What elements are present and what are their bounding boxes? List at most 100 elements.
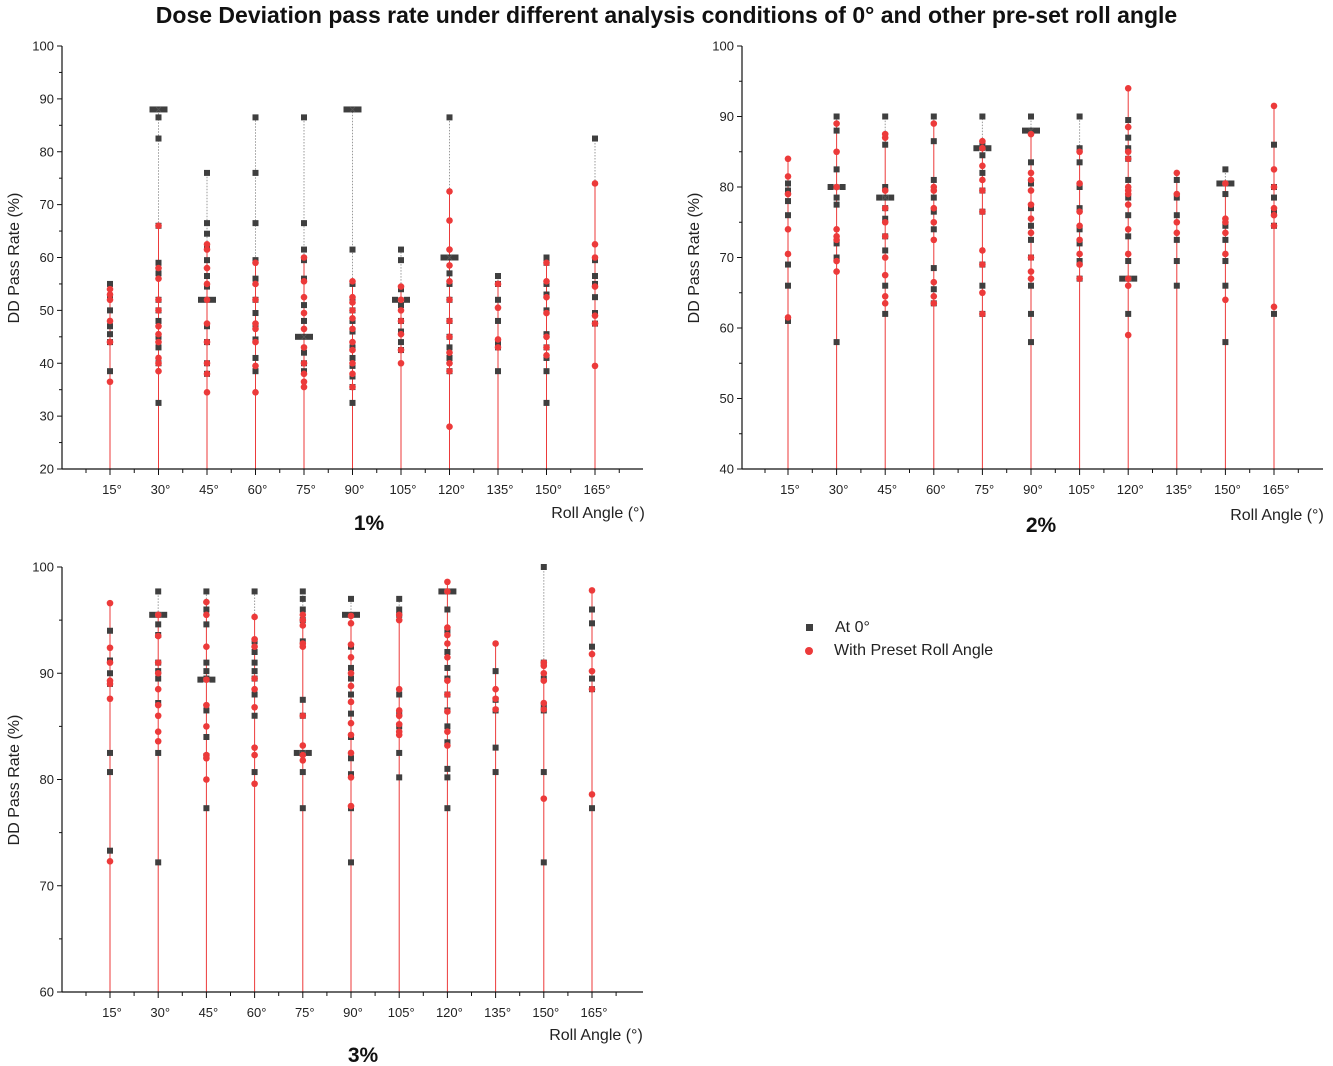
point-at0 [1125, 310, 1132, 317]
point-at0 [446, 270, 453, 277]
point-preset [446, 359, 453, 367]
point-preset [784, 155, 792, 163]
point-at0 [107, 847, 113, 854]
point-preset [833, 257, 840, 265]
point-at0 [252, 220, 259, 227]
point-preset [979, 162, 986, 170]
point-at0 [785, 317, 791, 324]
point-preset [347, 641, 355, 648]
x-tick-label: 150° [1214, 482, 1241, 497]
point-preset [347, 719, 355, 727]
point-at0 [348, 691, 354, 698]
point-preset [347, 698, 355, 706]
mean-marker-left [827, 184, 834, 190]
point-preset [1124, 155, 1132, 163]
point-at0 [930, 176, 937, 183]
point-preset [446, 246, 453, 253]
point-preset [300, 383, 308, 391]
point-preset [588, 650, 596, 658]
mean-marker-right [307, 333, 313, 340]
point-at0 [1173, 212, 1180, 219]
y-tick-label: 80 [40, 144, 54, 159]
y-tick-label: 70 [720, 250, 734, 265]
y-tick-label: 90 [40, 91, 54, 106]
point-preset [930, 218, 938, 226]
mean-marker-right [209, 676, 216, 683]
x-tick-label: 105° [390, 482, 417, 497]
point-at0 [1028, 180, 1034, 187]
point-preset [251, 751, 258, 759]
point-preset [444, 654, 451, 661]
x-tick-label: 150° [532, 1005, 559, 1020]
point-preset [203, 240, 211, 248]
point-preset [1222, 229, 1229, 237]
y-tick-label: 60 [40, 250, 54, 265]
mean-marker-right [1131, 275, 1138, 282]
point-preset [349, 315, 356, 322]
point-at0 [155, 588, 162, 595]
x-tick-label: 60° [926, 482, 946, 497]
point-at0 [833, 240, 840, 247]
point-preset [444, 631, 451, 639]
legend-label-preset: With Preset Roll Angle [834, 641, 994, 659]
point-preset [930, 236, 938, 244]
mean-marker-right [452, 254, 459, 261]
y-tick-label: 80 [40, 772, 54, 787]
point-preset [347, 731, 355, 739]
point-preset [540, 699, 548, 707]
point-at0 [543, 254, 550, 261]
point-preset [446, 423, 453, 431]
point-at0 [251, 712, 258, 719]
point-at0 [349, 246, 356, 253]
point-preset [203, 338, 211, 346]
point-preset [833, 183, 840, 191]
panel-label: 1% [354, 512, 385, 535]
point-at0 [1028, 282, 1034, 289]
point-at0 [299, 595, 306, 602]
point-preset [1222, 250, 1229, 258]
point-preset [979, 247, 986, 254]
point-at0 [592, 273, 598, 280]
point-at0 [204, 257, 210, 264]
y-tick-label: 100 [32, 39, 54, 54]
x-tick-label: 75° [975, 482, 995, 497]
point-at0 [833, 127, 840, 134]
point-preset [203, 264, 211, 272]
point-at0 [540, 564, 547, 570]
mean-marker-left [197, 676, 204, 683]
point-preset [784, 250, 792, 258]
mean-cross [882, 194, 889, 201]
point-preset [1124, 275, 1132, 282]
point-preset [444, 677, 451, 684]
mean-cross [349, 106, 356, 113]
point-at0 [204, 273, 210, 280]
x-tick-label: 105° [388, 1005, 415, 1020]
x-tick-label: 60° [247, 1005, 267, 1020]
x-tick-label: 135° [484, 1005, 511, 1020]
point-at0 [398, 246, 404, 253]
point-preset [1173, 169, 1181, 177]
point-preset [347, 802, 355, 810]
mean-marker-left [1216, 180, 1223, 187]
point-preset [446, 333, 453, 341]
point-at0 [589, 606, 595, 613]
point-preset [155, 222, 162, 230]
point-at0 [204, 220, 210, 227]
point-preset [251, 613, 258, 621]
point-preset [446, 296, 453, 304]
point-preset [106, 338, 114, 346]
point-at0 [1173, 176, 1180, 183]
point-preset [784, 314, 792, 321]
point-preset [492, 640, 499, 647]
point-preset [588, 587, 596, 594]
x-axis-label: Roll Angle (°) [549, 1027, 643, 1044]
point-at0 [252, 169, 259, 176]
point-at0 [444, 649, 451, 655]
point-at0 [396, 749, 403, 756]
point-preset [881, 204, 889, 212]
mean-marker-left [438, 588, 445, 595]
point-preset [300, 254, 308, 261]
point-preset [299, 622, 307, 629]
mean-marker-left [973, 145, 980, 152]
point-preset [979, 261, 986, 268]
